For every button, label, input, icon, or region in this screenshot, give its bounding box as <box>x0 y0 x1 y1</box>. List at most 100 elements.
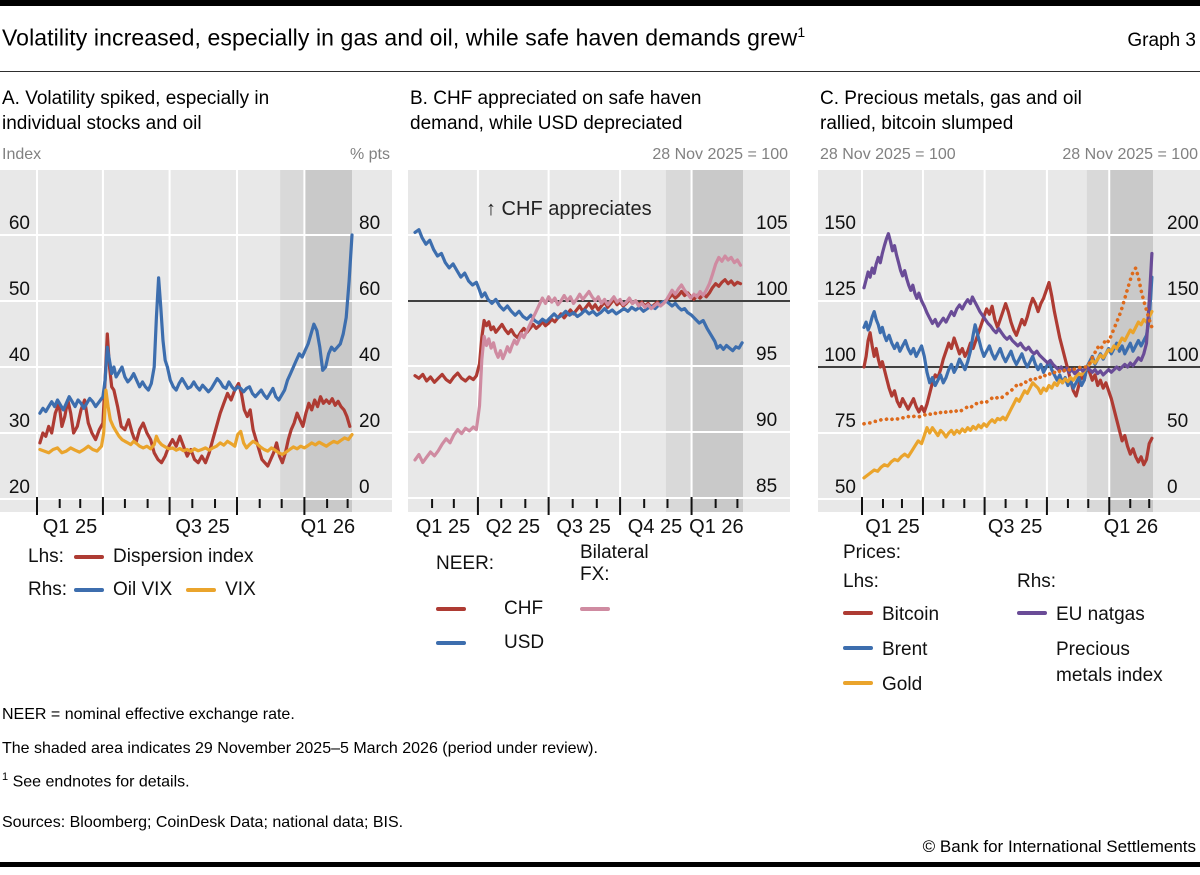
legend-item: Gold <box>843 672 1017 698</box>
right-axis-tick-label: 90 <box>756 410 777 431</box>
legend-axis-prefix: Rhs: <box>28 579 68 600</box>
panel-c-axis-units: 28 Nov 2025 = 100 28 Nov 2025 = 100 <box>820 146 1198 166</box>
legend-label: EU natgas <box>1056 604 1145 625</box>
x-axis-label: Q2 25 <box>486 516 540 538</box>
x-axis-label: Q1 25 <box>43 516 97 538</box>
x-axis-label: Q1 25 <box>865 516 919 538</box>
sources-line: Sources: Bloomberg; CoinDesk Data; natio… <box>2 814 404 831</box>
legend-item: EU natgas <box>1017 602 1191 628</box>
legend-label: Gold <box>882 674 923 695</box>
x-axis-label: Q1 25 <box>416 516 470 538</box>
x-axis-label: Q1 26 <box>1104 516 1158 538</box>
x-axis-label: Q3 25 <box>175 516 229 538</box>
panel-a-title: A. Volatility spiked, especially in indi… <box>2 86 269 136</box>
panel-c: C. Precious metals, gas and oil rallied,… <box>818 84 1200 695</box>
series-line-dispersion-index <box>38 332 352 468</box>
shaded-period-end <box>304 170 352 512</box>
right-axis-tick-label: 60 <box>359 279 380 300</box>
panel-c-legend: Prices: Lhs: Bitcoin Brent Gold Rhs: EU natgas… <box>818 542 1200 707</box>
chart-canvas-a: Q1 25 Q3 25 Q1 26 60 50 40 30 20 80 60 40 20 0 <box>0 170 392 538</box>
graph-number-label: Graph 3 <box>1127 29 1196 51</box>
legend-grid: NEER: Bilateral FX: CHF USD <box>436 542 790 654</box>
legend-swatch-pink <box>580 607 610 611</box>
panel-b: B. CHF appreciated on safe haven demand,… <box>408 84 790 653</box>
legend-label: CHF <box>504 598 544 619</box>
copyright-notice: © Bank for International Settlements <box>922 837 1196 856</box>
panel-b-title: B. CHF appreciated on safe haven demand,… <box>410 86 702 136</box>
right-axis-tick-label: 40 <box>359 345 380 366</box>
left-axis-tick-label: 150 <box>824 213 856 234</box>
series-line-bitcoin <box>862 280 1154 467</box>
legend-column: Rhs: EU natgas Precious metals index <box>1017 571 1191 707</box>
legend-label: Precious metals index <box>1056 639 1163 686</box>
x-axis-label: Q1 26 <box>301 516 355 538</box>
right-axis-tick-label: 80 <box>359 213 380 234</box>
legend-item: Oil VIX <box>74 579 172 601</box>
left-axis-tick-label: 100 <box>824 345 856 366</box>
right-axis-tick-label: 100 <box>756 279 788 300</box>
footnote-neer: NEER = nominal effective exchange rate. <box>2 706 295 723</box>
left-axis-tick-label: 125 <box>824 279 856 300</box>
legend-row: Lhs: Dispersion index <box>28 546 392 568</box>
legend-item: Precious metals index <box>1017 637 1191 689</box>
panel-b-chart: Q1 25 Q2 25 Q3 25 Q4 25 Q1 26 105 100 95 90 85 ↑ C… <box>408 170 790 547</box>
chart-annotation: ↑ CHF appreciates <box>486 198 652 220</box>
legend-column-header: NEER: <box>436 553 495 574</box>
right-axis-tick-label: 50 <box>1167 411 1188 432</box>
left-axis-tick-label: 20 <box>9 477 30 498</box>
series-line-eu-natgas <box>862 232 1154 377</box>
legend-label: Oil VIX <box>113 579 173 600</box>
left-axis-unit-label: 28 Nov 2025 = 100 <box>820 146 956 163</box>
legend-columns: Lhs: Bitcoin Brent Gold Rhs: EU natgas Preciou… <box>843 571 1200 707</box>
panel-b-title-line1: B. CHF appreciated on safe haven <box>410 88 702 109</box>
endnote-marker: 1 <box>2 771 9 783</box>
legend-swatch-purple <box>1017 611 1047 615</box>
panel-c-title: C. Precious metals, gas and oil rallied,… <box>820 86 1082 136</box>
legend-swatch-blue <box>74 588 104 592</box>
left-axis-tick-label: 30 <box>9 411 30 432</box>
legend-label: Bitcoin <box>882 604 940 625</box>
legend-label: Brent <box>882 639 928 660</box>
panel-a-axis-units: Index % pts <box>2 146 390 166</box>
legend-item: VIX <box>186 579 256 601</box>
left-axis-unit-label: Index <box>2 146 42 163</box>
x-axis-label: Q3 25 <box>988 516 1042 538</box>
right-axis-tick-label: 150 <box>1167 279 1199 300</box>
title-divider <box>0 71 1200 72</box>
legend-axis-prefix: Lhs: <box>28 546 64 567</box>
right-axis-tick-label: 0 <box>359 477 370 498</box>
legend-swatch-blue <box>843 646 873 650</box>
legend-swatch-yellow <box>843 681 873 685</box>
right-axis-tick-label: 95 <box>756 344 777 365</box>
chart-canvas-c: Q1 25 Q3 25 Q1 26 150 125 100 75 50 200 150 100 50 0 <box>818 170 1200 538</box>
left-axis-tick-label: 40 <box>9 345 30 366</box>
chart-canvas-b: Q1 25 Q2 25 Q3 25 Q4 25 Q1 26 105 100 95 90 85 ↑ C… <box>408 170 790 538</box>
page-title: Volatility increased, especially in gas … <box>2 24 805 52</box>
right-axis-tick-label: 85 <box>756 476 777 497</box>
endnote-text: See endnotes for details. <box>8 773 190 791</box>
title-row: Volatility increased, especially in gas … <box>2 24 1196 52</box>
bottom-rule <box>0 862 1200 867</box>
footnote-shaded-area: The shaded area indicates 29 November 20… <box>2 740 598 757</box>
panel-b-legend: NEER: Bilateral FX: CHF USD <box>408 542 790 654</box>
panel-a-title-line2: individual stocks and oil <box>2 113 202 134</box>
shaded-period-start <box>1086 170 1110 512</box>
panel-a-title-line1: A. Volatility spiked, especially in <box>2 88 270 109</box>
panel-a-chart: Q1 25 Q3 25 Q1 26 60 50 40 30 20 80 60 40 20 0 <box>0 170 392 547</box>
left-axis-tick-label: 60 <box>9 213 30 234</box>
legend-item: Brent <box>843 637 1017 663</box>
legend-label: Dispersion index <box>113 546 254 567</box>
top-rule <box>0 0 1200 6</box>
series-line-vix <box>38 388 354 456</box>
panel-a: A. Volatility spiked, especially in indi… <box>0 84 392 644</box>
footnote-endnote: 1 See endnotes for details. <box>2 771 190 791</box>
legend-label: USD <box>504 632 545 653</box>
panel-c-chart: Q1 25 Q3 25 Q1 26 150 125 100 75 50 200 150 100 50 0 <box>818 170 1200 547</box>
legend-label: VIX <box>225 579 256 600</box>
panel-a-legend: Lhs: Dispersion index Rhs: Oil VIX VIX <box>0 546 392 612</box>
right-axis-tick-label: 100 <box>1167 345 1199 366</box>
legend-axis-prefix: Lhs: <box>843 571 879 592</box>
panel-b-title-line2: demand, while USD depreciated <box>410 113 683 134</box>
title-footnote-marker: 1 <box>797 24 806 40</box>
